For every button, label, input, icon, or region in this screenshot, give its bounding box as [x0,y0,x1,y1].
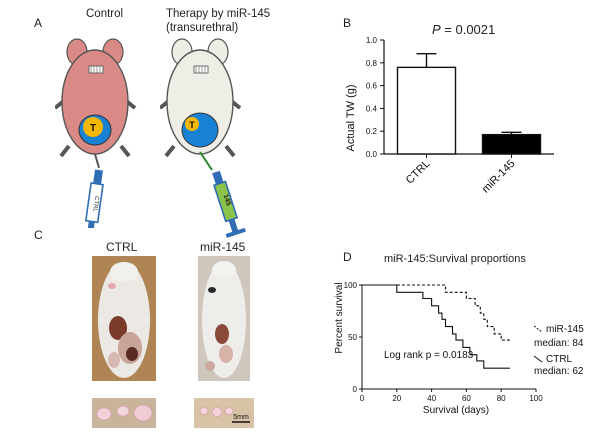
therapy-mouse-illustration: T 145 [160,38,246,238]
survival-x-tick-label: 0 [360,394,365,403]
tumor [83,117,103,137]
bar-x-tick-label: miR-145 [480,158,518,196]
survival-y-axis-label: Percent survival [334,282,345,353]
logrank-annotation: Log rank p = 0.0183 [384,350,474,361]
bar-y-tick-label: 0.6 [366,82,378,91]
survival-x-tick-label: 20 [392,394,401,403]
panel-c-letter: C [34,228,43,242]
tumor [185,117,199,131]
legend-mir145-name: miR-145 [546,324,584,335]
control-label: Control [86,8,124,20]
therapy-route-label: (transurethral) [166,22,239,34]
therapy-label: Therapy by miR-145 [166,8,271,20]
bar-y-tick-label: 0.8 [366,59,378,68]
p-value-text: = 0.0021 [440,22,496,37]
bar-y-tick-label: 1.0 [366,36,378,45]
bar-y-tick-label: 0.0 [366,150,378,159]
bar-ctrl [396,66,457,155]
mir145-mouse-photo [198,256,250,381]
legend-ctrl-median: median: 62 [534,366,584,377]
syringe-label: 145 [222,193,232,206]
panel-a-letter: A [34,16,43,30]
mir145-tumor-specimens-photo: 5mm [194,398,254,428]
control-mouse-illustration: T CTRL [55,38,137,228]
tumor-weight-bar-chart: 0.0 0.2 0.4 0.6 0.8 1.0 CTRL miR-145 Actual TW … [345,36,554,196]
scale-bar-label: 5mm [233,414,249,421]
survival-title: miR-145:Survival proportions [384,253,526,265]
bar-mir-145 [481,133,542,155]
legend-ctrl-swatch [533,355,543,363]
survival-x-tick-label: 100 [529,394,543,403]
bar-plot-area: 0.0 0.2 0.4 0.6 0.8 1.0 CTRL miR-145 [366,36,554,196]
syringe-label: CTRL [91,196,99,213]
p-value-annotation: P = 0.0021 [432,22,495,37]
panel-b-letter: B [343,16,352,30]
bar-y-axis-label: Actual TW (g) [345,84,357,151]
survival-x-tick-label: 60 [462,394,471,403]
bar-y-tick-label: 0.2 [366,127,378,136]
bar-y-tick-label: 0.4 [366,104,378,113]
legend-mir145-median: median: 84 [534,338,584,349]
p-symbol: P [432,22,441,37]
legend-ctrl-name: CTRL [546,354,573,365]
ctrl-photo-label: CTRL [106,240,138,254]
therapy-syringe: 145 [212,170,246,238]
survival-x-tick-label: 40 [427,394,436,403]
legend-mir145-swatch [533,325,543,333]
survival-chart: 0 50 100 0 20 40 60 80 100 Percent survival Surv… [334,281,584,416]
survival-y-tick-label: 0 [353,385,358,394]
survival-x-tick-label: 80 [497,394,506,403]
control-syringe: CTRL [84,169,104,228]
mir145-photo-label: miR-145 [200,240,246,254]
bar-x-tick-label: CTRL [404,158,433,187]
survival-line-ctrl [362,284,510,369]
tumor-label: T [90,123,96,134]
survival-plot-area: 0 50 100 0 20 40 60 80 100 [344,281,544,403]
ctrl-mouse-photo [92,256,156,381]
panel-d-letter: D [343,250,352,264]
tumor-label: T [189,120,195,130]
ctrl-tumor-specimens-photo [92,398,156,428]
survival-line-mir-145 [362,284,510,341]
survival-y-tick-label: 100 [344,281,358,290]
survival-x-axis-label: Survival (days) [423,405,489,416]
bladder [181,112,219,148]
survival-y-tick-label: 50 [348,333,357,342]
